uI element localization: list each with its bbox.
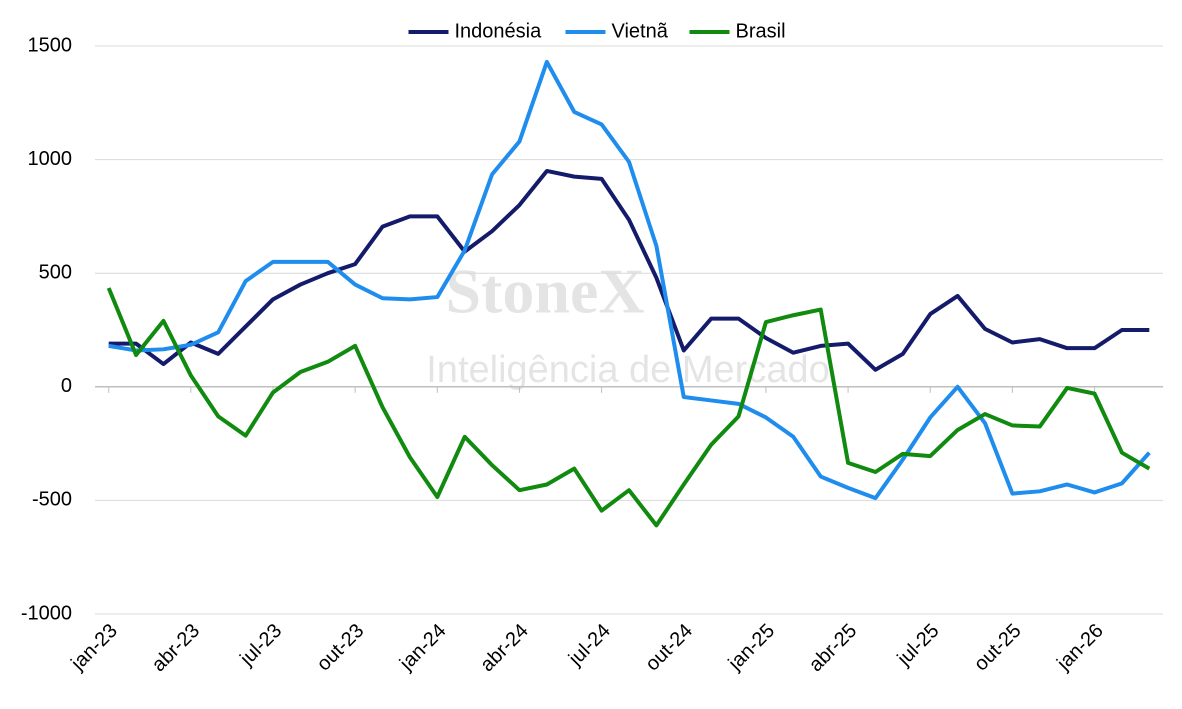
x-tick-label: out-25 [970, 620, 1026, 676]
x-tick-label: jul-24 [564, 620, 615, 671]
line-series [108, 168, 1150, 372]
x-tick-label: abr-24 [476, 620, 532, 676]
legend-label: Vietnã [612, 20, 669, 42]
y-tick-label: 0 [61, 375, 72, 397]
y-tick-label: -500 [32, 489, 72, 511]
y-tick-label: 1500 [28, 34, 73, 56]
legend-label: Brasil [736, 20, 786, 42]
x-tick-label: jul-25 [893, 620, 944, 671]
legend-label: Indonésia [455, 20, 543, 42]
line-series [108, 59, 1151, 501]
line-series [106, 287, 1151, 528]
x-tick-label: jan-24 [395, 620, 451, 676]
watermark: StoneX [445, 256, 644, 327]
x-tick-label: jul-23 [235, 620, 286, 671]
y-tick-label: 500 [39, 261, 72, 283]
watermark: Inteligência de Mercado [426, 349, 829, 391]
y-tick-label: -1000 [21, 602, 72, 624]
y-tick-label: 1000 [28, 148, 73, 170]
x-tick-label: abr-23 [148, 620, 204, 676]
x-tick-label: jan-26 [1052, 620, 1108, 676]
x-tick-label: abr-25 [805, 620, 861, 676]
x-tick-label: out-23 [313, 620, 369, 676]
x-tick-label: out-24 [641, 620, 697, 676]
x-tick-label: jan-25 [724, 620, 780, 676]
x-tick-label: jan-23 [66, 620, 122, 676]
